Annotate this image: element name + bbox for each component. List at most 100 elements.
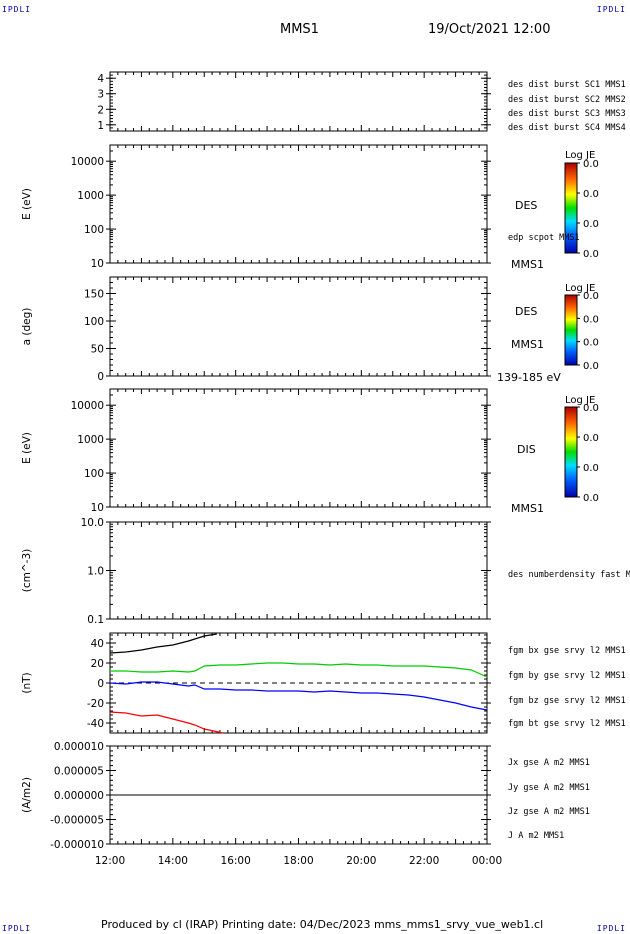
p6-series-0 xyxy=(109,633,217,654)
p1-legend-1: des dist burst SC2 MMS2 xyxy=(508,95,626,105)
p5-frame xyxy=(109,521,488,620)
p1-ytick-label: 4 xyxy=(97,73,104,85)
corner-mark-top-right: IPDLI xyxy=(596,5,626,14)
p7-legend-2: Jz gse A m2 MMS1 xyxy=(508,807,590,817)
spacecraft-title: MMS1 xyxy=(280,22,319,37)
p1-legend-2: des dist burst SC3 MMS3 xyxy=(508,109,626,119)
p4-colorbar-title: Log JE xyxy=(565,395,596,406)
p6-legend-3: fgm bt gse srvy l2 MMS1 xyxy=(508,719,626,729)
p4-colorbar-tick-label: 0.0 xyxy=(583,403,599,414)
p3-ytick-label: 100 xyxy=(84,316,104,328)
p1-legend-3: des dist burst SC4 MMS4 xyxy=(508,123,626,133)
time-tick-label: 16:00 xyxy=(221,855,251,867)
p2-colorbar-tick-label: 0.0 xyxy=(583,219,599,230)
time-tick-label: 22:00 xyxy=(409,855,439,867)
p4-colorbar-tick-label: 0.0 xyxy=(583,493,599,504)
p3-energy-range: 139-185 eV xyxy=(497,371,561,384)
p4-colorbar-tick-label: 0.0 xyxy=(583,463,599,474)
p1-ytick-label: 2 xyxy=(97,104,104,116)
p6-plot: -40 -20 0 20 40 (nT) xyxy=(21,632,491,734)
p3-ytick-label: 0 xyxy=(97,371,104,383)
p1-frame xyxy=(109,71,488,132)
p3-colorbar-tick-label: 0.0 xyxy=(583,338,599,349)
p6-series-1 xyxy=(109,711,224,734)
p1-ytick-label: 3 xyxy=(97,89,104,101)
p3-ytick-label: 50 xyxy=(91,344,104,356)
p2-ytick-label: 10000 xyxy=(71,156,104,168)
p7-plot: -0.000010 -0.000005 0.000000 0.000005 0.0000… xyxy=(21,741,491,851)
p3-colorbar-tick-label: 0.0 xyxy=(583,291,599,302)
p6-ytick-label: 40 xyxy=(91,638,104,650)
p7-legend-3: J A m2 MMS1 xyxy=(508,831,565,841)
p3-ylabel: a (deg) xyxy=(21,308,33,346)
p3-spacecraft-label: MMS1 xyxy=(511,338,544,351)
p5-legend-0: des numberdensity fast M xyxy=(508,570,630,580)
p6-ytick-label: 0 xyxy=(97,678,104,690)
p2-ytick-label: 100 xyxy=(84,224,104,236)
p7-ytick-label: -0.000010 xyxy=(50,839,104,851)
p1-plot: 1 2 3 4 xyxy=(97,71,491,132)
time-tick-label: 00:00 xyxy=(472,855,502,867)
p6-legend-0: fgm bx gse srvy l2 MMS1 xyxy=(508,646,626,656)
p4-plot: 10 100 1000 10000 E (eV) 0.0 0.0 0.0 0.0 xyxy=(21,388,599,514)
p2-ytick-label: 10 xyxy=(91,258,104,270)
p2-colorbar-title: Log JE xyxy=(565,150,596,161)
p7-ytick-label: 0.000005 xyxy=(54,766,104,778)
p7-legend-0: Jx gse A m2 MMS1 xyxy=(508,758,590,768)
p4-instrument-label: DIS xyxy=(517,443,536,456)
p5-ylabel: (cm^-3) xyxy=(21,549,33,592)
corner-mark-bottom-left: IPDLI xyxy=(2,924,32,933)
p6-ytick-label: -40 xyxy=(87,718,104,730)
p4-ytick-label: 100 xyxy=(84,468,104,480)
time-tick-label: 18:00 xyxy=(283,855,313,867)
p6-ylabel: (nT) xyxy=(21,672,33,693)
p7-ytick-label: -0.000005 xyxy=(50,815,104,827)
p6-ytick-label: 20 xyxy=(91,658,104,670)
p5-ytick-label: 10.0 xyxy=(81,517,104,529)
p6-legend-1: fgm by gse srvy l2 MMS1 xyxy=(508,671,626,681)
p3-colorbar-tick-label: 0.0 xyxy=(583,314,599,325)
p4-ytick-label: 10000 xyxy=(71,400,104,412)
p2-spacecraft-label: MMS1 xyxy=(511,258,544,271)
time-tick-label: 14:00 xyxy=(158,855,188,867)
p4-colorbar-tick-label: 0.0 xyxy=(583,433,599,444)
p7-ylabel: (A/m2) xyxy=(21,777,33,813)
p2-ylabel: E (eV) xyxy=(21,188,33,220)
p3-colorbar-tick-label: 0.0 xyxy=(583,361,599,372)
p4-frame xyxy=(109,388,488,508)
p7-ytick-label: 0.000010 xyxy=(54,741,104,753)
p5-ytick-label: 0.1 xyxy=(87,614,104,626)
p6-legend-2: fgm bz gse srvy l2 MMS1 xyxy=(508,696,626,706)
p6-series-2 xyxy=(110,662,488,678)
p2-colorbar xyxy=(564,162,578,254)
p1-ytick-label: 1 xyxy=(97,120,104,132)
p7-legend-1: Jy gse A m2 MMS1 xyxy=(508,783,590,793)
p6-series-3 xyxy=(109,681,488,711)
p4-colorbar xyxy=(564,406,578,498)
p2-extra-label: edp scpot MMS1 xyxy=(508,233,580,243)
p7-ytick-label: 0.000000 xyxy=(54,790,104,802)
datetime-title: 19/Oct/2021 12:00 xyxy=(428,22,551,37)
corner-mark-bottom-right: IPDLI xyxy=(596,924,626,933)
p2-colorbar-tick-label: 0.0 xyxy=(583,189,599,200)
p2-frame xyxy=(109,144,488,264)
p3-colorbar-title: Log JE xyxy=(565,283,596,294)
p4-ylabel: E (eV) xyxy=(21,432,33,464)
p2-colorbar-tick-label: 0.0 xyxy=(583,159,599,170)
footer-credits: Produced by cl (IRAP) Printing date: 04/… xyxy=(101,918,544,931)
p6-ytick-label: -20 xyxy=(87,698,104,710)
p4-ytick-label: 10 xyxy=(91,502,104,514)
p3-plot: 0 50 100 150 a (deg) 0.0 0.0 0.0 0.0 xyxy=(21,276,599,383)
time-tick-label: 20:00 xyxy=(346,855,376,867)
p3-frame xyxy=(109,276,488,377)
p3-colorbar xyxy=(564,294,578,366)
corner-mark-top-left: IPDLI xyxy=(2,5,32,14)
p2-plot: 10 100 1000 10000 E (eV) 0.0 0.0 0.0 0.0 xyxy=(21,144,599,270)
p5-plot: 0.1 1.0 10.0 (cm^-3) xyxy=(21,517,491,626)
p2-colorbar-tick-label: 0.0 xyxy=(583,249,599,260)
p4-spacecraft-label: MMS1 xyxy=(511,502,544,515)
p3-instrument-label: DES xyxy=(515,305,538,318)
p5-ytick-label: 1.0 xyxy=(87,566,104,578)
p1-legend-0: des dist burst SC1 MMS1 xyxy=(508,80,626,90)
